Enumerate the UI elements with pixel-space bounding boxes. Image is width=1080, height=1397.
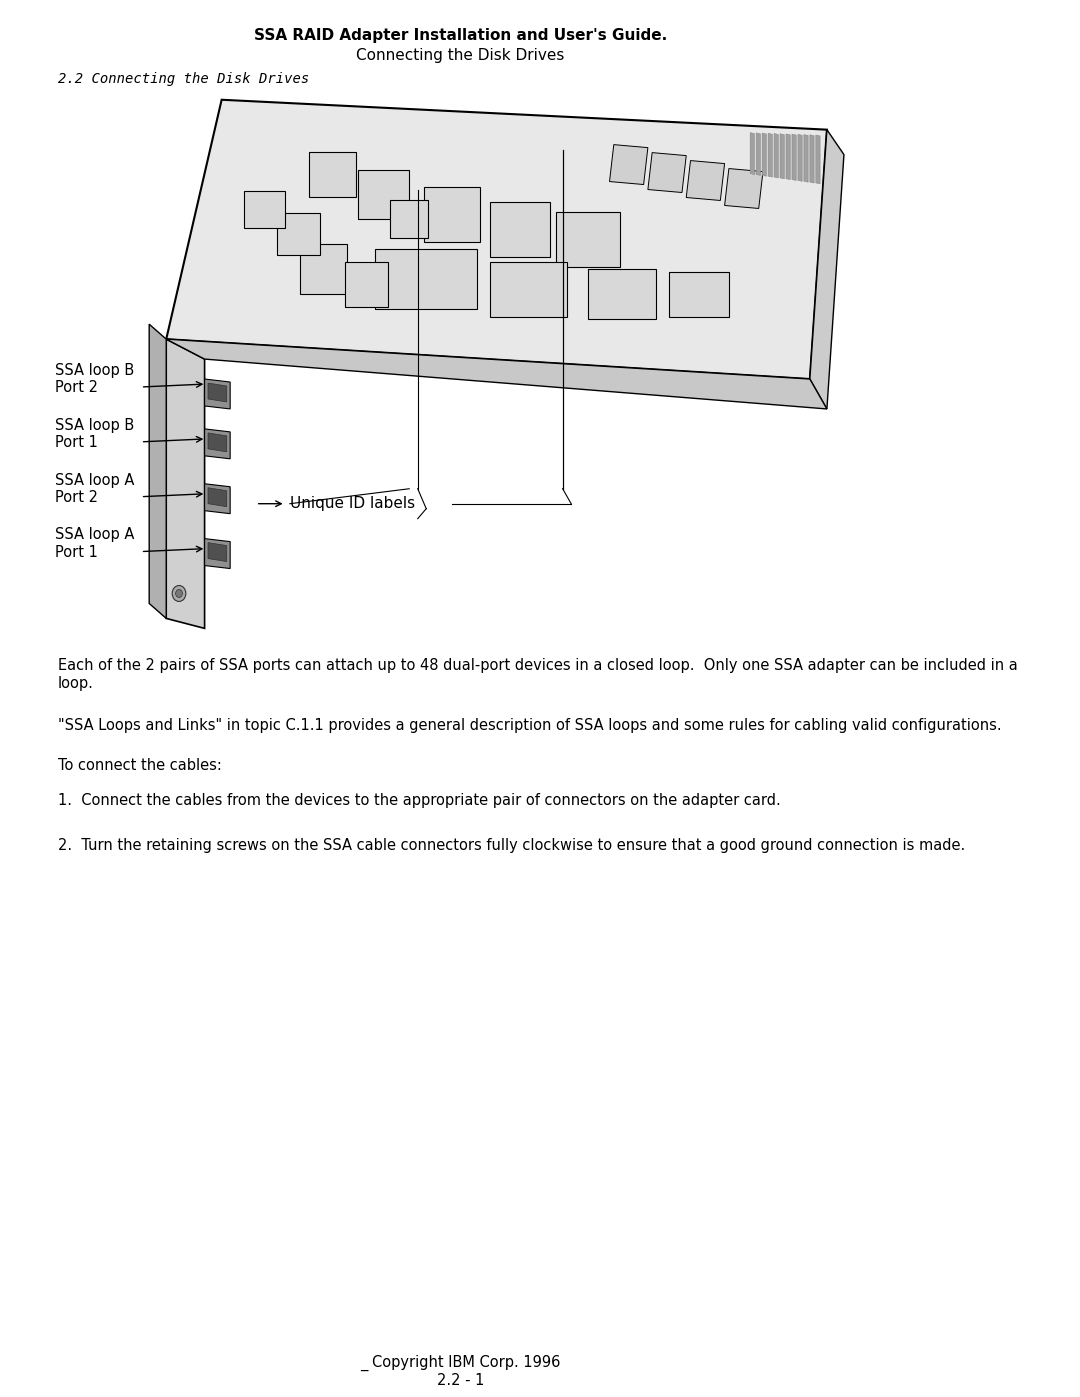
Polygon shape (751, 133, 755, 175)
Polygon shape (208, 488, 227, 507)
Text: SSA loop B
Port 2: SSA loop B Port 2 (55, 363, 135, 395)
Text: "SSA Loops and Links" in topic C.1.1 provides a general description of SSA loops: "SSA Loops and Links" in topic C.1.1 pro… (58, 718, 1001, 733)
Polygon shape (798, 134, 802, 182)
Polygon shape (648, 152, 686, 193)
Polygon shape (204, 429, 230, 458)
Polygon shape (166, 339, 204, 629)
Polygon shape (556, 212, 620, 267)
Polygon shape (725, 169, 762, 208)
Polygon shape (756, 133, 760, 176)
Circle shape (172, 585, 186, 602)
Circle shape (176, 590, 183, 598)
Polygon shape (810, 134, 814, 183)
Polygon shape (686, 161, 725, 201)
Polygon shape (166, 339, 827, 409)
Polygon shape (204, 539, 230, 569)
Text: SSA loop A
Port 2: SSA loop A Port 2 (55, 472, 135, 504)
Text: 2.2 Connecting the Disk Drives: 2.2 Connecting the Disk Drives (58, 71, 309, 85)
Text: 1.  Connect the cables from the devices to the appropriate pair of connectors on: 1. Connect the cables from the devices t… (58, 793, 781, 807)
Polygon shape (804, 134, 808, 182)
Polygon shape (204, 379, 230, 409)
Polygon shape (204, 483, 230, 514)
Polygon shape (359, 169, 409, 219)
Polygon shape (490, 261, 567, 317)
Polygon shape (815, 136, 820, 184)
Polygon shape (792, 134, 796, 180)
Polygon shape (346, 261, 388, 307)
Polygon shape (774, 134, 779, 177)
Text: 2.  Turn the retaining screws on the SSA cable connectors fully clockwise to ens: 2. Turn the retaining screws on the SSA … (58, 838, 966, 852)
Polygon shape (589, 270, 657, 319)
Polygon shape (208, 383, 227, 402)
Polygon shape (208, 433, 227, 451)
Text: Unique ID labels: Unique ID labels (289, 496, 415, 511)
Polygon shape (149, 324, 166, 619)
Polygon shape (786, 134, 791, 180)
Text: Each of the 2 pairs of SSA ports can attach up to 48 dual-port devices in a clos: Each of the 2 pairs of SSA ports can att… (58, 658, 1017, 690)
Polygon shape (244, 190, 285, 229)
Polygon shape (424, 187, 480, 242)
Polygon shape (810, 130, 843, 409)
Polygon shape (390, 201, 429, 239)
Polygon shape (375, 249, 477, 309)
Text: To connect the cables:: To connect the cables: (58, 759, 221, 773)
Polygon shape (768, 133, 772, 177)
Text: SSA loop A
Port 1: SSA loop A Port 1 (55, 528, 135, 560)
Polygon shape (208, 542, 227, 562)
Polygon shape (670, 272, 729, 317)
Text: SSA RAID Adapter Installation and User's Guide.: SSA RAID Adapter Installation and User's… (254, 28, 667, 43)
Text: Connecting the Disk Drives: Connecting the Disk Drives (356, 47, 565, 63)
Polygon shape (762, 133, 767, 176)
Text: _ Copyright IBM Corp. 1996
2.2 - 1: _ Copyright IBM Corp. 1996 2.2 - 1 (360, 1355, 561, 1389)
Text: SSA loop B
Port 1: SSA loop B Port 1 (55, 418, 135, 450)
Polygon shape (609, 145, 648, 184)
Polygon shape (300, 244, 348, 295)
Polygon shape (490, 203, 550, 257)
Polygon shape (278, 214, 320, 256)
Polygon shape (780, 134, 784, 179)
Polygon shape (166, 99, 827, 379)
Polygon shape (309, 152, 356, 197)
